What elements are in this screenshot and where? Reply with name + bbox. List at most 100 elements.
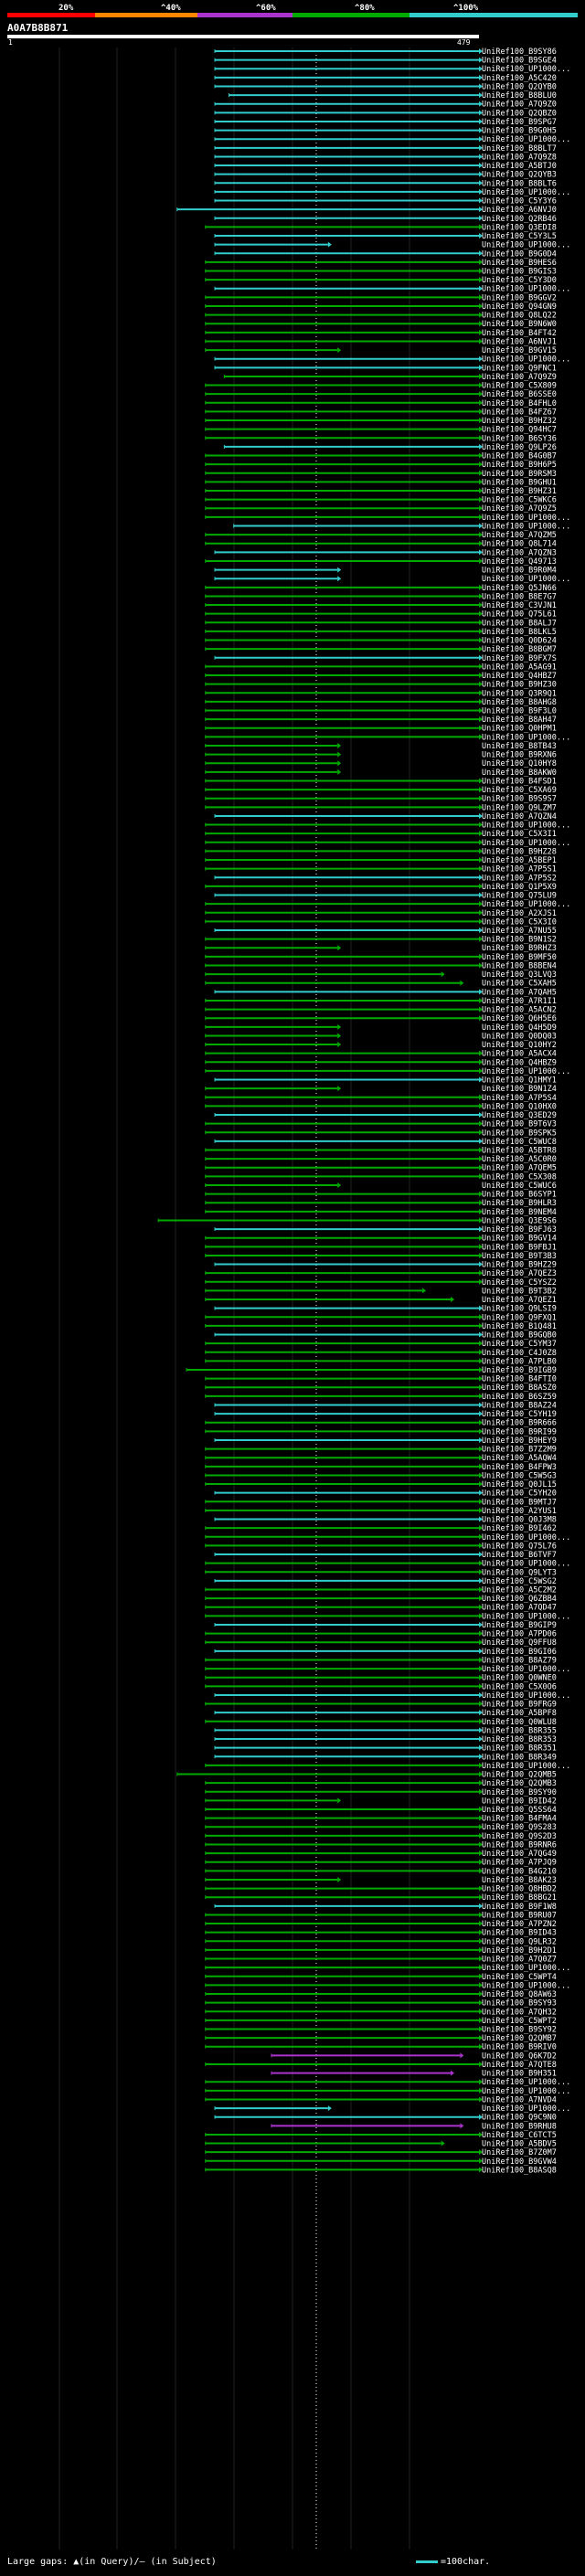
hit-label[interactable]: UniRef100_A5AG91 xyxy=(482,663,557,672)
hit-label[interactable]: UniRef100_B9SY92 xyxy=(482,2026,557,2035)
hit-label[interactable]: UniRef100_B8R351 xyxy=(482,1744,557,1754)
hit-label[interactable]: UniRef100_B4FHL0 xyxy=(482,399,557,408)
hit-label[interactable]: UniRef100_B9H351 xyxy=(482,2070,557,2079)
hit-label[interactable]: UniRef100_B9FRG9 xyxy=(482,1701,557,1710)
hit-label[interactable]: UniRef100_UP1000... xyxy=(482,135,570,144)
hit-label[interactable]: UniRef100_B4FZ67 xyxy=(482,408,557,417)
hit-label[interactable]: UniRef100_B9HLR3 xyxy=(482,1199,557,1208)
hit-label[interactable]: UniRef100_B9RIV0 xyxy=(482,2043,557,2052)
hit-label[interactable]: UniRef100_Q3ED29 xyxy=(482,1111,557,1120)
hit-label[interactable]: UniRef100_B9SPK5 xyxy=(482,1129,557,1138)
hit-label[interactable]: UniRef100_UP1000... xyxy=(482,900,570,909)
hit-label[interactable]: UniRef100_B9RNR6 xyxy=(482,1840,557,1850)
hit-label[interactable]: UniRef100_B8ALJ7 xyxy=(482,619,557,628)
hit-label[interactable]: UniRef100_A5BEP1 xyxy=(482,856,557,865)
hit-label[interactable]: UniRef100_B9F3L0 xyxy=(482,707,557,716)
hit-label[interactable]: UniRef100_B9GV15 xyxy=(482,346,557,355)
hit-label[interactable]: UniRef100_C5X809 xyxy=(482,382,557,391)
hit-label[interactable]: UniRef100_A5AQW4 xyxy=(482,1454,557,1463)
hit-label[interactable]: UniRef100_A7QEM5 xyxy=(482,1164,557,1173)
hit-label[interactable]: UniRef100_B6TVF7 xyxy=(482,1551,557,1560)
hit-label[interactable]: UniRef100_Q2QYB3 xyxy=(482,171,557,180)
hit-label[interactable]: UniRef100_Q94HC7 xyxy=(482,426,557,435)
hit-label[interactable]: UniRef100_B4G210 xyxy=(482,1867,557,1876)
hit-label[interactable]: UniRef100_Q3R9Q1 xyxy=(482,689,557,698)
hit-label[interactable]: UniRef100_Q9LR32 xyxy=(482,1937,557,1946)
hit-label[interactable]: UniRef100_UP1000... xyxy=(482,1533,570,1542)
hit-label[interactable]: UniRef100_A5C420 xyxy=(482,74,557,83)
hit-label[interactable]: UniRef100_Q0JL15 xyxy=(482,1480,557,1489)
hit-label[interactable]: UniRef100_C5X3I0 xyxy=(482,917,557,927)
hit-label[interactable]: UniRef100_C5X308 xyxy=(482,1172,557,1182)
hit-label[interactable]: UniRef100_A7Q9Z9 xyxy=(482,373,557,382)
hit-label[interactable]: UniRef100_B9RHZ3 xyxy=(482,944,557,953)
hit-label[interactable]: UniRef100_B8AKW0 xyxy=(482,769,557,778)
hit-label[interactable]: UniRef100_B9FJ63 xyxy=(482,1225,557,1235)
hit-label[interactable]: UniRef100_C3VJN1 xyxy=(482,601,557,610)
hit-label[interactable]: UniRef100_UP1000... xyxy=(482,822,570,831)
hit-label[interactable]: UniRef100_B9GV14 xyxy=(482,1235,557,1244)
hit-label[interactable]: UniRef100_B9HZ28 xyxy=(482,847,557,856)
hit-label[interactable]: UniRef100_Q4HBZ7 xyxy=(482,672,557,681)
hit-label[interactable]: UniRef100_Q9FFU8 xyxy=(482,1638,557,1648)
hit-label[interactable]: UniRef100_Q9LYT3 xyxy=(482,1568,557,1577)
hit-label[interactable]: UniRef100_A7Q9Z8 xyxy=(482,153,557,162)
hit-label[interactable]: UniRef100_C5YH19 xyxy=(482,1410,557,1419)
hit-label[interactable]: UniRef100_UP1000... xyxy=(482,1665,570,1674)
hit-label[interactable]: UniRef100_Q2RB46 xyxy=(482,215,557,224)
hit-label[interactable]: UniRef100_B9ID43 xyxy=(482,1929,557,1938)
hit-label[interactable]: UniRef100_C5W5G3 xyxy=(482,1471,557,1480)
hit-label[interactable]: UniRef100_UP1000... xyxy=(482,1560,570,1569)
hit-label[interactable]: UniRef100_B8BLU0 xyxy=(482,91,557,101)
hit-label[interactable]: UniRef100_A7PZN2 xyxy=(482,1920,557,1929)
hit-label[interactable]: UniRef100_Q3E9S6 xyxy=(482,1216,557,1225)
hit-label[interactable]: UniRef100_A5C2M2 xyxy=(482,1586,557,1595)
hit-label[interactable]: UniRef100_B4FPW3 xyxy=(482,1463,557,1472)
hit-label[interactable]: UniRef100_B8AH47 xyxy=(482,716,557,725)
hit-label[interactable]: UniRef100_UP1000... xyxy=(482,2087,570,2096)
hit-label[interactable]: UniRef100_B7Z0M7 xyxy=(482,2148,557,2157)
hit-label[interactable]: UniRef100_B9SY93 xyxy=(482,1999,557,2009)
hit-label[interactable]: UniRef100_A5BDV5 xyxy=(482,2140,557,2149)
hit-label[interactable]: UniRef100_Q0WNE0 xyxy=(482,1674,557,1683)
hit-label[interactable]: UniRef100_Q2QMB5 xyxy=(482,1771,557,1780)
hit-label[interactable]: UniRef100_B9GIP9 xyxy=(482,1621,557,1630)
hit-label[interactable]: UniRef100_Q2QMB3 xyxy=(482,1779,557,1788)
hit-label[interactable]: UniRef100_B8ASZ0 xyxy=(482,1383,557,1393)
hit-label[interactable]: UniRef100_B8BG21 xyxy=(482,1893,557,1903)
hit-label[interactable]: UniRef100_B6SSE0 xyxy=(482,390,557,399)
hit-label[interactable]: UniRef100_Q94GN9 xyxy=(482,302,557,312)
hit-label[interactable]: UniRef100_Q10HY2 xyxy=(482,1041,557,1050)
hit-label[interactable]: UniRef100_UP1000... xyxy=(482,733,570,742)
hit-label[interactable]: UniRef100_Q6K7D2 xyxy=(482,2051,557,2061)
hit-label[interactable]: UniRef100_B9IGB9 xyxy=(482,1366,557,1375)
hit-label[interactable]: UniRef100_B9I462 xyxy=(482,1524,557,1533)
hit-label[interactable]: UniRef100_A7R1I1 xyxy=(482,997,557,1006)
hit-label[interactable]: UniRef100_B9H2D1 xyxy=(482,1946,557,1956)
hit-label[interactable]: UniRef100_Q3EDI8 xyxy=(482,223,557,232)
hit-label[interactable]: UniRef100_UP1000... xyxy=(482,839,570,848)
hit-label[interactable]: UniRef100_B9GI06 xyxy=(482,1648,557,1657)
hit-label[interactable]: UniRef100_Q1P5X9 xyxy=(482,883,557,892)
hit-label[interactable]: UniRef100_B8R349 xyxy=(482,1753,557,1762)
hit-label[interactable]: UniRef100_Q9S2D3 xyxy=(482,1832,557,1841)
hit-label[interactable]: UniRef100_A7PJQ9 xyxy=(482,1859,557,1868)
hit-label[interactable]: UniRef100_UP1000... xyxy=(482,522,570,531)
hit-label[interactable]: UniRef100_A6NVJ0 xyxy=(482,206,557,215)
hit-label[interactable]: UniRef100_C5X0O6 xyxy=(482,1682,557,1691)
hit-label[interactable]: UniRef100_B9RHU8 xyxy=(482,2122,557,2131)
hit-label[interactable]: UniRef100_Q3LVQ3 xyxy=(482,970,557,980)
hit-label[interactable]: UniRef100_Q0J3M8 xyxy=(482,1516,557,1525)
hit-label[interactable]: UniRef100_C5YSZ2 xyxy=(482,1278,557,1288)
hit-label[interactable]: UniRef100_Q49713 xyxy=(482,557,557,567)
hit-label[interactable]: UniRef100_C6TCT5 xyxy=(482,2131,557,2140)
hit-label[interactable]: UniRef100_B9SY90 xyxy=(482,1788,557,1797)
hit-label[interactable]: UniRef100_A5ACX4 xyxy=(482,1050,557,1059)
hit-label[interactable]: UniRef100_UP1000... xyxy=(482,2078,570,2087)
hit-label[interactable]: UniRef100_Q2QMB7 xyxy=(482,2034,557,2043)
hit-label[interactable]: UniRef100_A7P5S4 xyxy=(482,1094,557,1103)
hit-label[interactable]: UniRef100_A7NVD4 xyxy=(482,2095,557,2104)
hit-label[interactable]: UniRef100_B8ASQ8 xyxy=(482,2166,557,2175)
hit-label[interactable]: UniRef100_Q8LQ22 xyxy=(482,312,557,321)
hit-label[interactable]: UniRef100_B9H6P5 xyxy=(482,461,557,470)
